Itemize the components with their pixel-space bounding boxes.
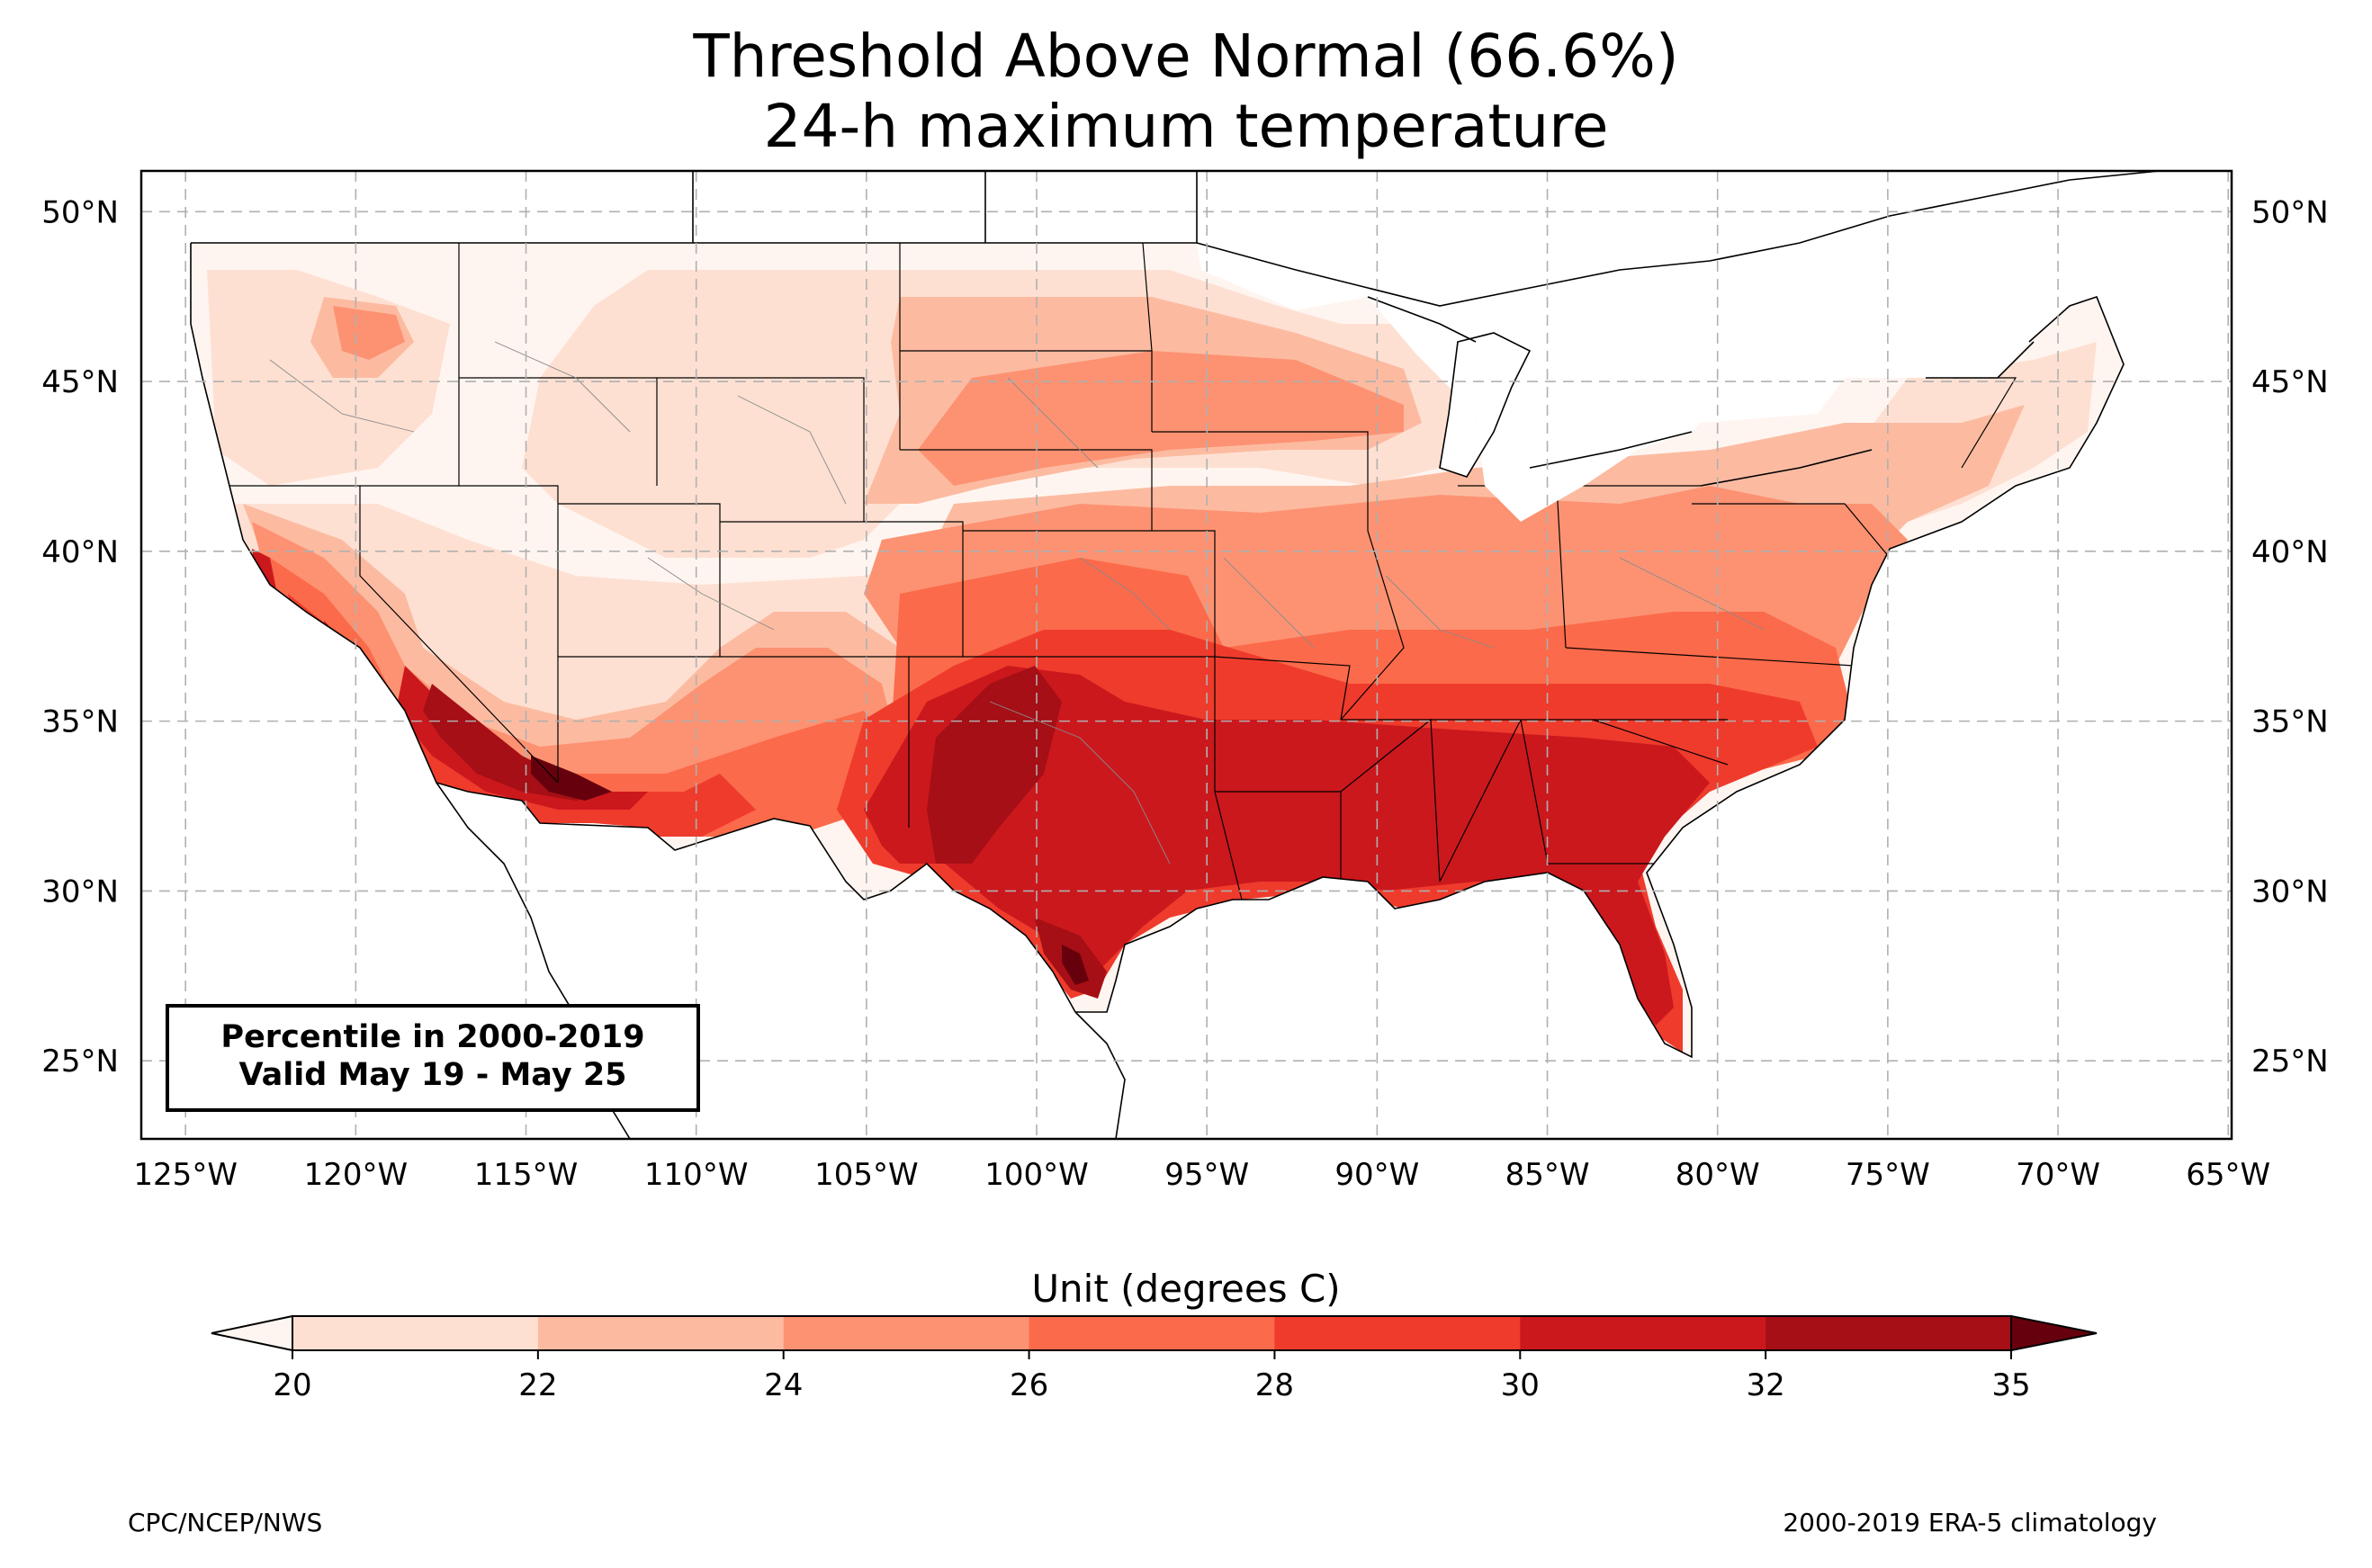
lat-tick-label: 50°N	[2251, 194, 2329, 230]
info-box-line1: Percentile in 2000-2019	[220, 1019, 645, 1055]
lon-tick-label: 100°W	[984, 1157, 1089, 1193]
colorbar-tick-label: 30	[1501, 1367, 1540, 1403]
lat-tick-label: 35°N	[41, 704, 119, 740]
lon-tick-label: 125°W	[133, 1157, 238, 1193]
colorbar-tick-labels: 20 22 24 26 28 30 32 35	[273, 1350, 2031, 1403]
colorbar-tick-label: 26	[1010, 1367, 1048, 1403]
lon-tick-label: 80°W	[1676, 1157, 1760, 1193]
colorbar-tick-label: 28	[1255, 1367, 1294, 1403]
lat-tick-label: 50°N	[41, 194, 119, 230]
colorbar-segment-1	[537, 1316, 785, 1350]
lon-tick-label: 90°W	[1334, 1157, 1419, 1193]
lat-tick-label: 25°N	[41, 1044, 119, 1080]
lon-tick-label: 95°W	[1164, 1157, 1249, 1193]
info-box-line2: Valid May 19 - May 25	[238, 1057, 627, 1093]
colorbar-tick-label: 35	[1991, 1367, 2030, 1403]
lon-tick-label: 70°W	[2016, 1157, 2100, 1193]
colorbar-segment-2	[783, 1316, 1030, 1350]
map-title: Threshold Above Normal (66.6%)	[693, 22, 1679, 91]
lat-tick-labels-right: 25°N 30°N 35°N 40°N 45°N 50°N	[2251, 194, 2329, 1080]
colorbar-tick-label: 32	[1747, 1367, 1785, 1403]
lat-tick-label: 25°N	[2251, 1044, 2329, 1080]
lat-tick-label: 40°N	[41, 534, 119, 570]
lat-tick-label: 35°N	[2251, 704, 2329, 740]
map-frame	[139, 169, 2233, 1141]
footer-credit: CPC/NCEP/NWS	[128, 1508, 323, 1537]
lon-tick-label: 110°W	[644, 1157, 749, 1193]
lat-tick-label: 40°N	[2251, 534, 2329, 570]
lat-tick-label: 30°N	[2251, 874, 2329, 909]
colorbar-over-extend	[2010, 1314, 2098, 1352]
colorbar-title: Unit (degrees C)	[1031, 1267, 1341, 1311]
footer-climatology: 2000-2019 ERA-5 climatology	[1783, 1508, 2157, 1537]
colorbar-segment-4	[1274, 1316, 1521, 1350]
colorbar	[211, 1314, 2098, 1352]
lon-tick-label: 115°W	[474, 1157, 579, 1193]
lon-tick-label: 75°W	[1846, 1157, 1930, 1193]
colorbar-segment-5	[1520, 1316, 1766, 1350]
colorbar-segment-6	[1766, 1316, 2012, 1350]
colorbar-segment-0	[292, 1316, 539, 1350]
colorbar-segment-3	[1029, 1316, 1275, 1350]
lon-tick-labels: 125°W 120°W 115°W 110°W 105°W 100°W 95°W 90°W 85…	[133, 1157, 2270, 1193]
lat-tick-labels-left: 25°N 30°N 35°N 40°N 45°N 50°N	[41, 194, 119, 1080]
info-box: Percentile in 2000-2019 Valid May 19 - M…	[166, 1004, 700, 1112]
map-subtitle: 24-h maximum temperature	[763, 92, 1609, 161]
colorbar-under-extend	[211, 1314, 293, 1352]
lat-tick-label: 30°N	[41, 874, 119, 909]
colorbar-tick-label: 20	[273, 1367, 311, 1403]
colorbar-tick-label: 22	[518, 1367, 557, 1403]
lon-tick-label: 120°W	[304, 1157, 409, 1193]
lon-tick-label: 105°W	[814, 1157, 919, 1193]
lat-tick-label: 45°N	[2251, 364, 2329, 400]
lat-tick-label: 45°N	[41, 364, 119, 400]
lon-tick-label: 85°W	[1505, 1157, 1590, 1193]
lon-tick-label: 65°W	[2186, 1157, 2270, 1193]
colorbar-outline	[292, 1315, 2012, 1351]
colorbar-tick-label: 24	[764, 1367, 803, 1403]
